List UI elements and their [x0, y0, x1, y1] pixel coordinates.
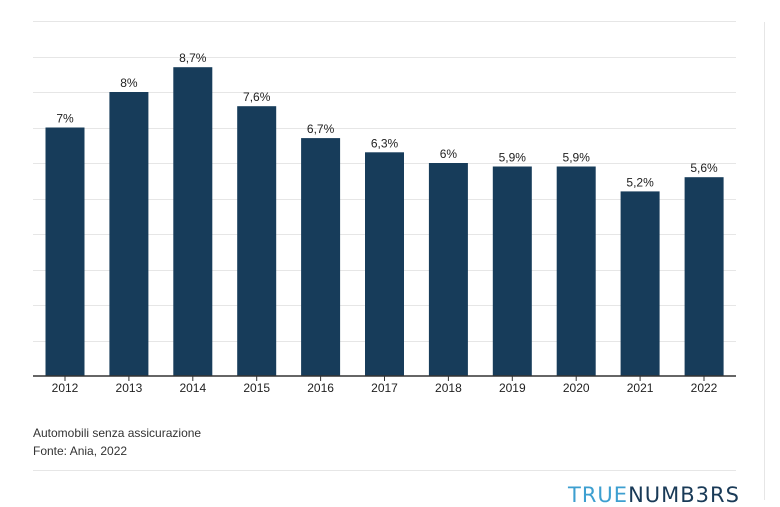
- bars: [45, 67, 724, 376]
- footer-divider: [33, 470, 736, 471]
- data-label-2013: 8%: [120, 76, 138, 90]
- bar-2019: [492, 166, 532, 376]
- x-tick-label-2015: 2015: [243, 381, 270, 395]
- x-tick-label-2021: 2021: [627, 381, 654, 395]
- data-label-2020: 5,9%: [563, 151, 591, 165]
- x-tick-label-2013: 2013: [116, 381, 143, 395]
- bar-2016: [301, 138, 341, 376]
- chart-caption: Automobili senza assicurazione: [33, 426, 202, 440]
- logo-part-numbers: NUMB3RS: [628, 483, 740, 507]
- bar-2020: [556, 166, 596, 376]
- data-label-2016: 6,7%: [307, 122, 335, 136]
- data-label-2022: 5,6%: [690, 161, 718, 175]
- bar-2022: [684, 177, 724, 376]
- data-label-2015: 7,6%: [243, 90, 271, 104]
- right-border: [764, 22, 765, 500]
- logo-part-true: TRUE: [568, 483, 629, 507]
- bar-2012: [45, 127, 85, 376]
- bar-2014: [173, 67, 213, 376]
- data-label-2012: 7%: [56, 112, 74, 126]
- x-tick-label-2016: 2016: [307, 381, 334, 395]
- bar-2021: [620, 191, 660, 376]
- x-tick-label-2018: 2018: [435, 381, 462, 395]
- data-label-2018: 6%: [440, 147, 458, 161]
- bar-2017: [365, 152, 404, 376]
- data-label-2014: 8,7%: [179, 51, 207, 65]
- x-tick-label-2022: 2022: [691, 381, 718, 395]
- data-labels: 7% 8% 8,7% 7,6% 6,7% 6,3% 6% 5,9% 5,9% 5,2% 5,6%: [56, 51, 718, 189]
- bar-2015: [237, 106, 277, 376]
- x-tick-label-2012: 2012: [52, 381, 79, 395]
- bar-2018: [428, 163, 468, 376]
- chart-source: Fonte: Ania, 2022: [33, 444, 128, 458]
- data-label-2021: 5,2%: [626, 175, 654, 189]
- x-tick-label-2020: 2020: [563, 381, 590, 395]
- bar-2013: [109, 92, 149, 376]
- x-tick-label-2014: 2014: [179, 381, 206, 395]
- x-tick-label-2017: 2017: [371, 381, 398, 395]
- x-axis-ticks: 2012 2013 2014 2015 2016 2017 2018 2019 2020 2021…: [52, 376, 718, 395]
- data-label-2017: 6,3%: [371, 136, 399, 150]
- data-label-2019: 5,9%: [499, 151, 527, 165]
- x-tick-label-2019: 2019: [499, 381, 526, 395]
- bar-chart: 7% 8% 8,7% 7,6% 6,7% 6,3% 6% 5,9% 5,9% 5,2% 5,6% 2…: [33, 21, 736, 395]
- truenumbers-logo: TRUENUMB3RS: [568, 485, 740, 506]
